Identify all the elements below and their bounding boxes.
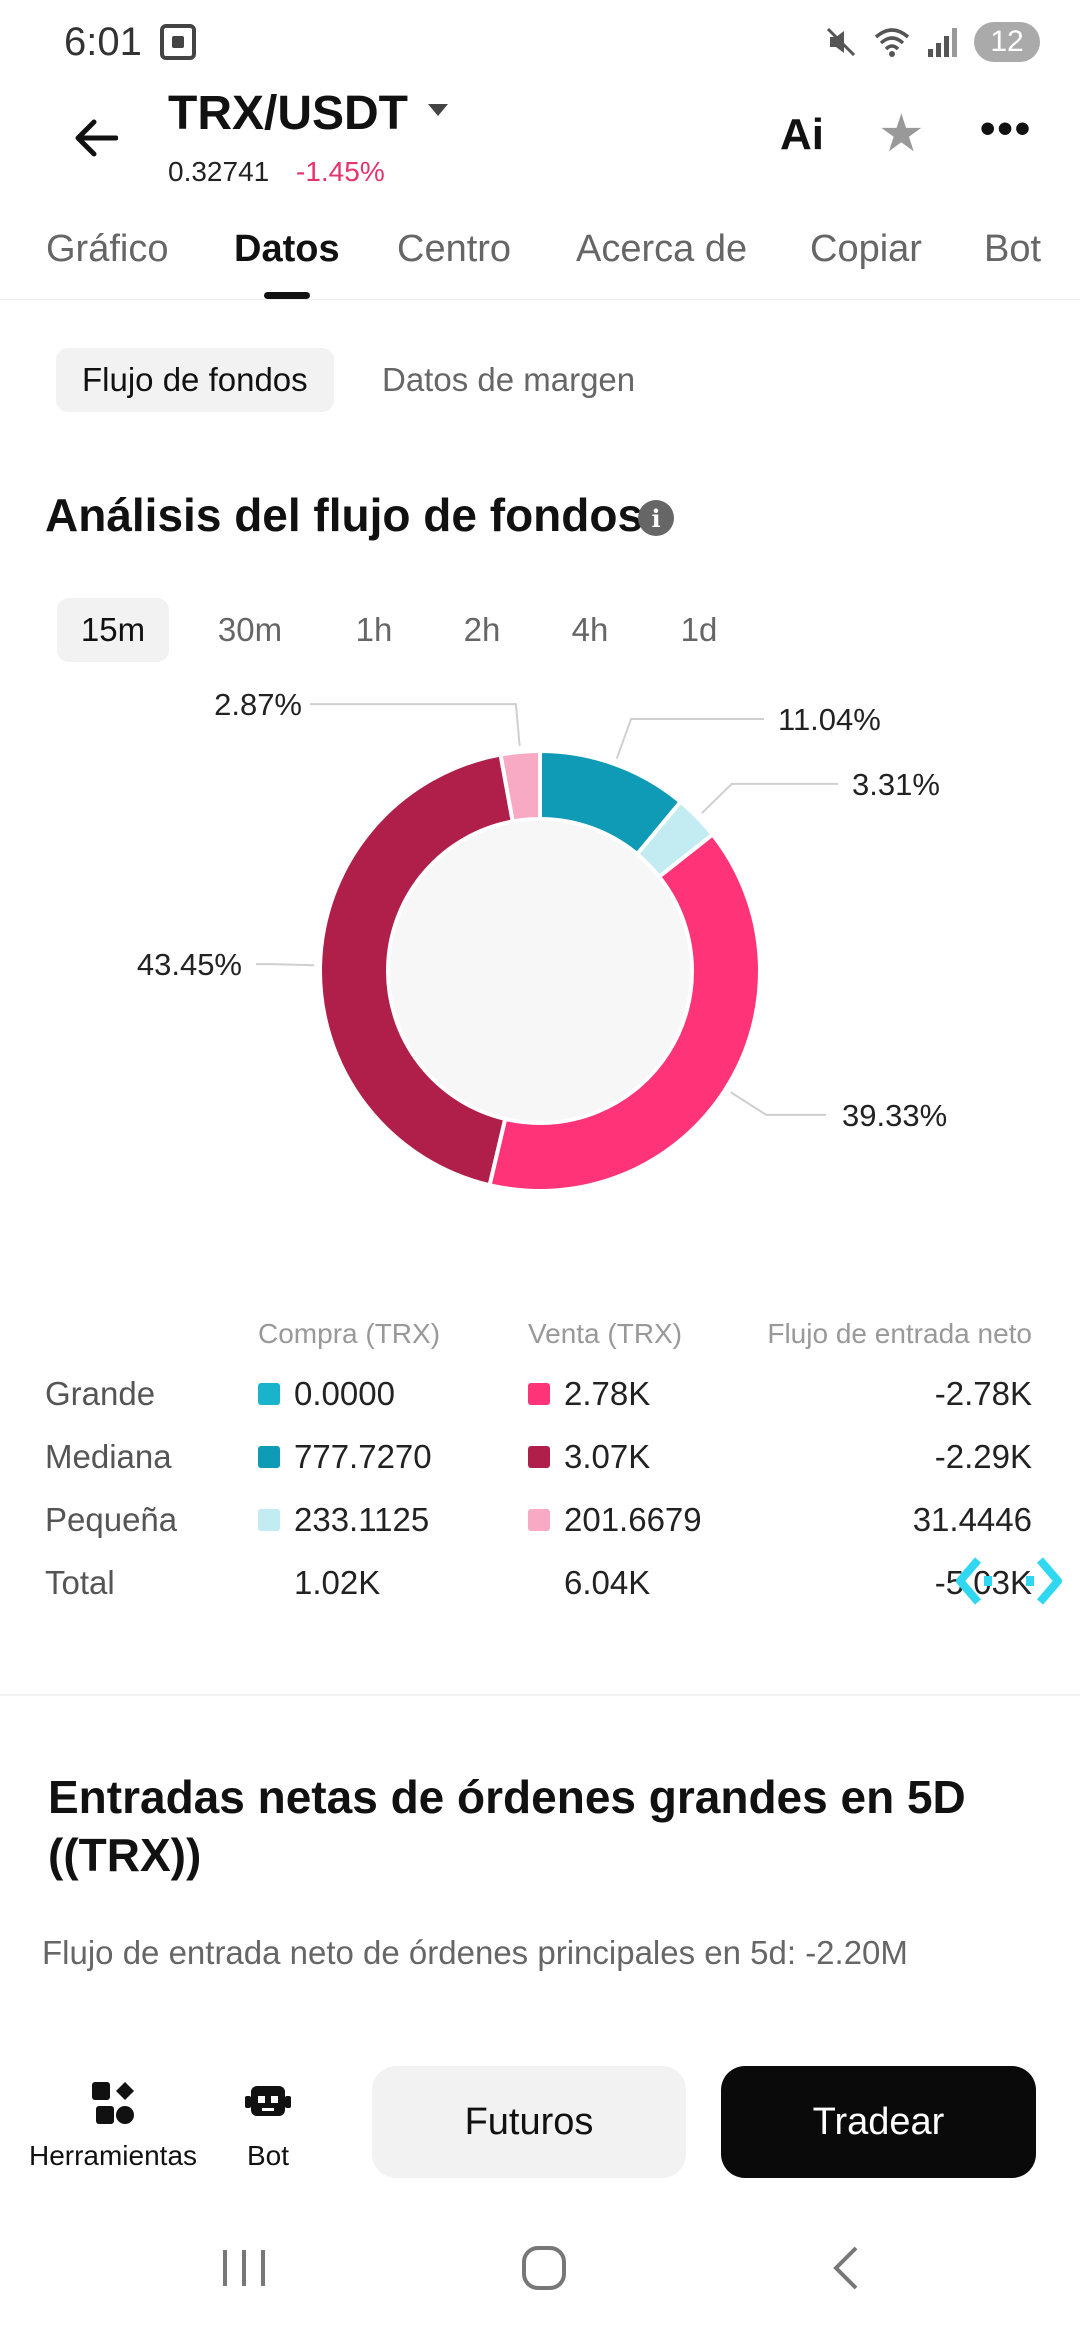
futures-button[interactable]: Futuros bbox=[372, 2066, 686, 2178]
tab-indicator bbox=[264, 292, 310, 299]
slice-leader-line bbox=[730, 1091, 826, 1116]
slice-label: 43.45% bbox=[137, 947, 242, 982]
bot-label: Bot bbox=[246, 2140, 290, 2171]
sell-value: 6.04K bbox=[564, 1564, 651, 1601]
chevron-left-icon bbox=[833, 2246, 858, 2290]
net-value: -2.29K bbox=[934, 1438, 1032, 1475]
robot-icon bbox=[245, 2086, 291, 2116]
pair-title[interactable]: TRX/USDT bbox=[168, 87, 408, 140]
interval-2h[interactable]: 2h bbox=[463, 611, 501, 648]
screenshot-icon bbox=[160, 24, 196, 60]
buy-value: 1.02K bbox=[294, 1564, 381, 1601]
star-icon[interactable]: ★ bbox=[878, 105, 925, 163]
swatch-large-sell bbox=[528, 1383, 550, 1405]
donut-center bbox=[390, 821, 690, 1121]
large-orders-title: Entradas netas de órdenes grandes en 5D … bbox=[48, 1771, 966, 1881]
slice-label: 39.33% bbox=[842, 1098, 947, 1133]
row-label-pequena: Pequeña bbox=[45, 1501, 178, 1538]
large-orders-subtitle: Flujo de entrada neto de órdenes princip… bbox=[42, 1934, 908, 1971]
tab-bar: Gráfico Datos Centro Acerca de Copiar Bo… bbox=[0, 220, 1080, 300]
slice-leader-line bbox=[701, 782, 838, 814]
arrow-left-icon bbox=[75, 119, 118, 157]
status-bar: 6:01 12 bbox=[0, 0, 1080, 84]
subtab-datos-de-margen[interactable]: Datos de margen bbox=[382, 361, 636, 398]
interval-30m[interactable]: 30m bbox=[217, 611, 283, 648]
slice-leader-line bbox=[310, 703, 521, 747]
net-value: 31.4446 bbox=[912, 1501, 1032, 1538]
slice-label: 11.04% bbox=[778, 702, 881, 737]
buy-value: 0.0000 bbox=[294, 1375, 395, 1412]
header-sell: Venta (TRX) bbox=[528, 1318, 683, 1349]
buy-cell: 233.1125 bbox=[258, 1501, 429, 1539]
donut-slice[interactable] bbox=[487, 831, 762, 1193]
net-value: -2.78K bbox=[934, 1375, 1032, 1412]
signal-icon bbox=[928, 28, 957, 57]
back-nav-button[interactable] bbox=[826, 2240, 866, 2296]
fund-flow-donut-chart: 11.04% 3.31% 39.33% 43.45% 2.87% bbox=[137, 687, 947, 1193]
info-icon[interactable]: i bbox=[638, 500, 674, 536]
home-button[interactable] bbox=[516, 2240, 572, 2296]
swatch-large-buy bbox=[258, 1383, 280, 1405]
more-button[interactable]: ••• bbox=[980, 104, 1033, 153]
status-icons: 12 bbox=[824, 22, 1040, 62]
sell-cell: 2.78K bbox=[528, 1375, 650, 1413]
tab-datos[interactable]: Datos bbox=[234, 228, 340, 270]
tools-label: Herramientas bbox=[28, 2140, 198, 2171]
header-net: Flujo de entrada neto bbox=[767, 1318, 1032, 1349]
swatch-small-buy bbox=[258, 1509, 280, 1531]
slice-leader-line bbox=[615, 717, 764, 759]
interval-15m[interactable]: 15m bbox=[57, 598, 169, 662]
row-label-grande: Grande bbox=[45, 1375, 156, 1412]
bot-button[interactable]: Bot bbox=[228, 2080, 308, 2172]
battery-badge: 12 bbox=[974, 22, 1040, 62]
section-title: Análisis del flujo de fondos bbox=[45, 489, 644, 541]
sell-cell: 201.6679 bbox=[528, 1501, 702, 1539]
sell-value: 2.78K bbox=[564, 1375, 651, 1412]
ai-button[interactable]: Ai bbox=[780, 110, 824, 159]
tab-acerca-de[interactable]: Acerca de bbox=[576, 228, 748, 270]
trade-button[interactable]: Tradear bbox=[721, 2066, 1036, 2178]
home-icon bbox=[522, 2246, 566, 2290]
tab-grafico[interactable]: Gráfico bbox=[46, 228, 169, 270]
tab-centro[interactable]: Centro bbox=[397, 228, 512, 270]
interval-4h[interactable]: 4h bbox=[571, 611, 609, 648]
sell-cell: 3.07K bbox=[528, 1438, 650, 1476]
donut-slice[interactable] bbox=[498, 748, 542, 824]
subtab-flujo-de-fondos[interactable]: Flujo de fondos bbox=[56, 348, 334, 412]
recent-apps-button[interactable] bbox=[214, 2240, 274, 2296]
interval-1d[interactable]: 1d bbox=[680, 611, 718, 648]
expand-arrows-icon[interactable] bbox=[956, 1556, 1062, 1606]
sell-value: 201.6679 bbox=[564, 1501, 702, 1538]
pair-price: 0.32741 bbox=[168, 156, 270, 187]
back-button[interactable] bbox=[66, 108, 126, 168]
wifi-icon bbox=[874, 28, 910, 57]
buy-cell: 777.7270 bbox=[258, 1438, 432, 1476]
slice-label: 3.31% bbox=[852, 767, 940, 802]
tools-icon bbox=[92, 2082, 134, 2124]
row-label-total: Total bbox=[45, 1564, 115, 1601]
header-buy: Compra (TRX) bbox=[258, 1318, 441, 1349]
buy-cell: 0.0000 bbox=[258, 1375, 395, 1413]
slice-leader-line bbox=[256, 963, 315, 967]
row-label-mediana: Mediana bbox=[45, 1438, 172, 1475]
mute-icon bbox=[826, 27, 856, 57]
pair-change: -1.45% bbox=[296, 156, 385, 187]
swatch-medium-sell bbox=[528, 1446, 550, 1468]
chevron-down-icon[interactable] bbox=[428, 104, 448, 116]
buy-value: 233.1125 bbox=[294, 1501, 430, 1538]
swatch-small-sell bbox=[528, 1509, 550, 1531]
slice-label: 2.87% bbox=[214, 687, 302, 722]
net-value: -5.03K bbox=[934, 1564, 1032, 1601]
recent-apps-icon bbox=[223, 2250, 265, 2286]
interval-1h[interactable]: 1h bbox=[355, 611, 393, 648]
sell-value: 3.07K bbox=[564, 1438, 651, 1475]
tools-button[interactable]: Herramientas bbox=[28, 2080, 198, 2172]
section-divider bbox=[0, 1694, 1080, 1696]
tab-copiar[interactable]: Copiar bbox=[810, 228, 922, 270]
status-time: 6:01 bbox=[64, 20, 142, 64]
buy-value: 777.7270 bbox=[294, 1438, 432, 1475]
donut-slice[interactable] bbox=[318, 752, 516, 1188]
tab-bot[interactable]: Bot bbox=[984, 228, 1042, 270]
swatch-medium-buy bbox=[258, 1446, 280, 1468]
